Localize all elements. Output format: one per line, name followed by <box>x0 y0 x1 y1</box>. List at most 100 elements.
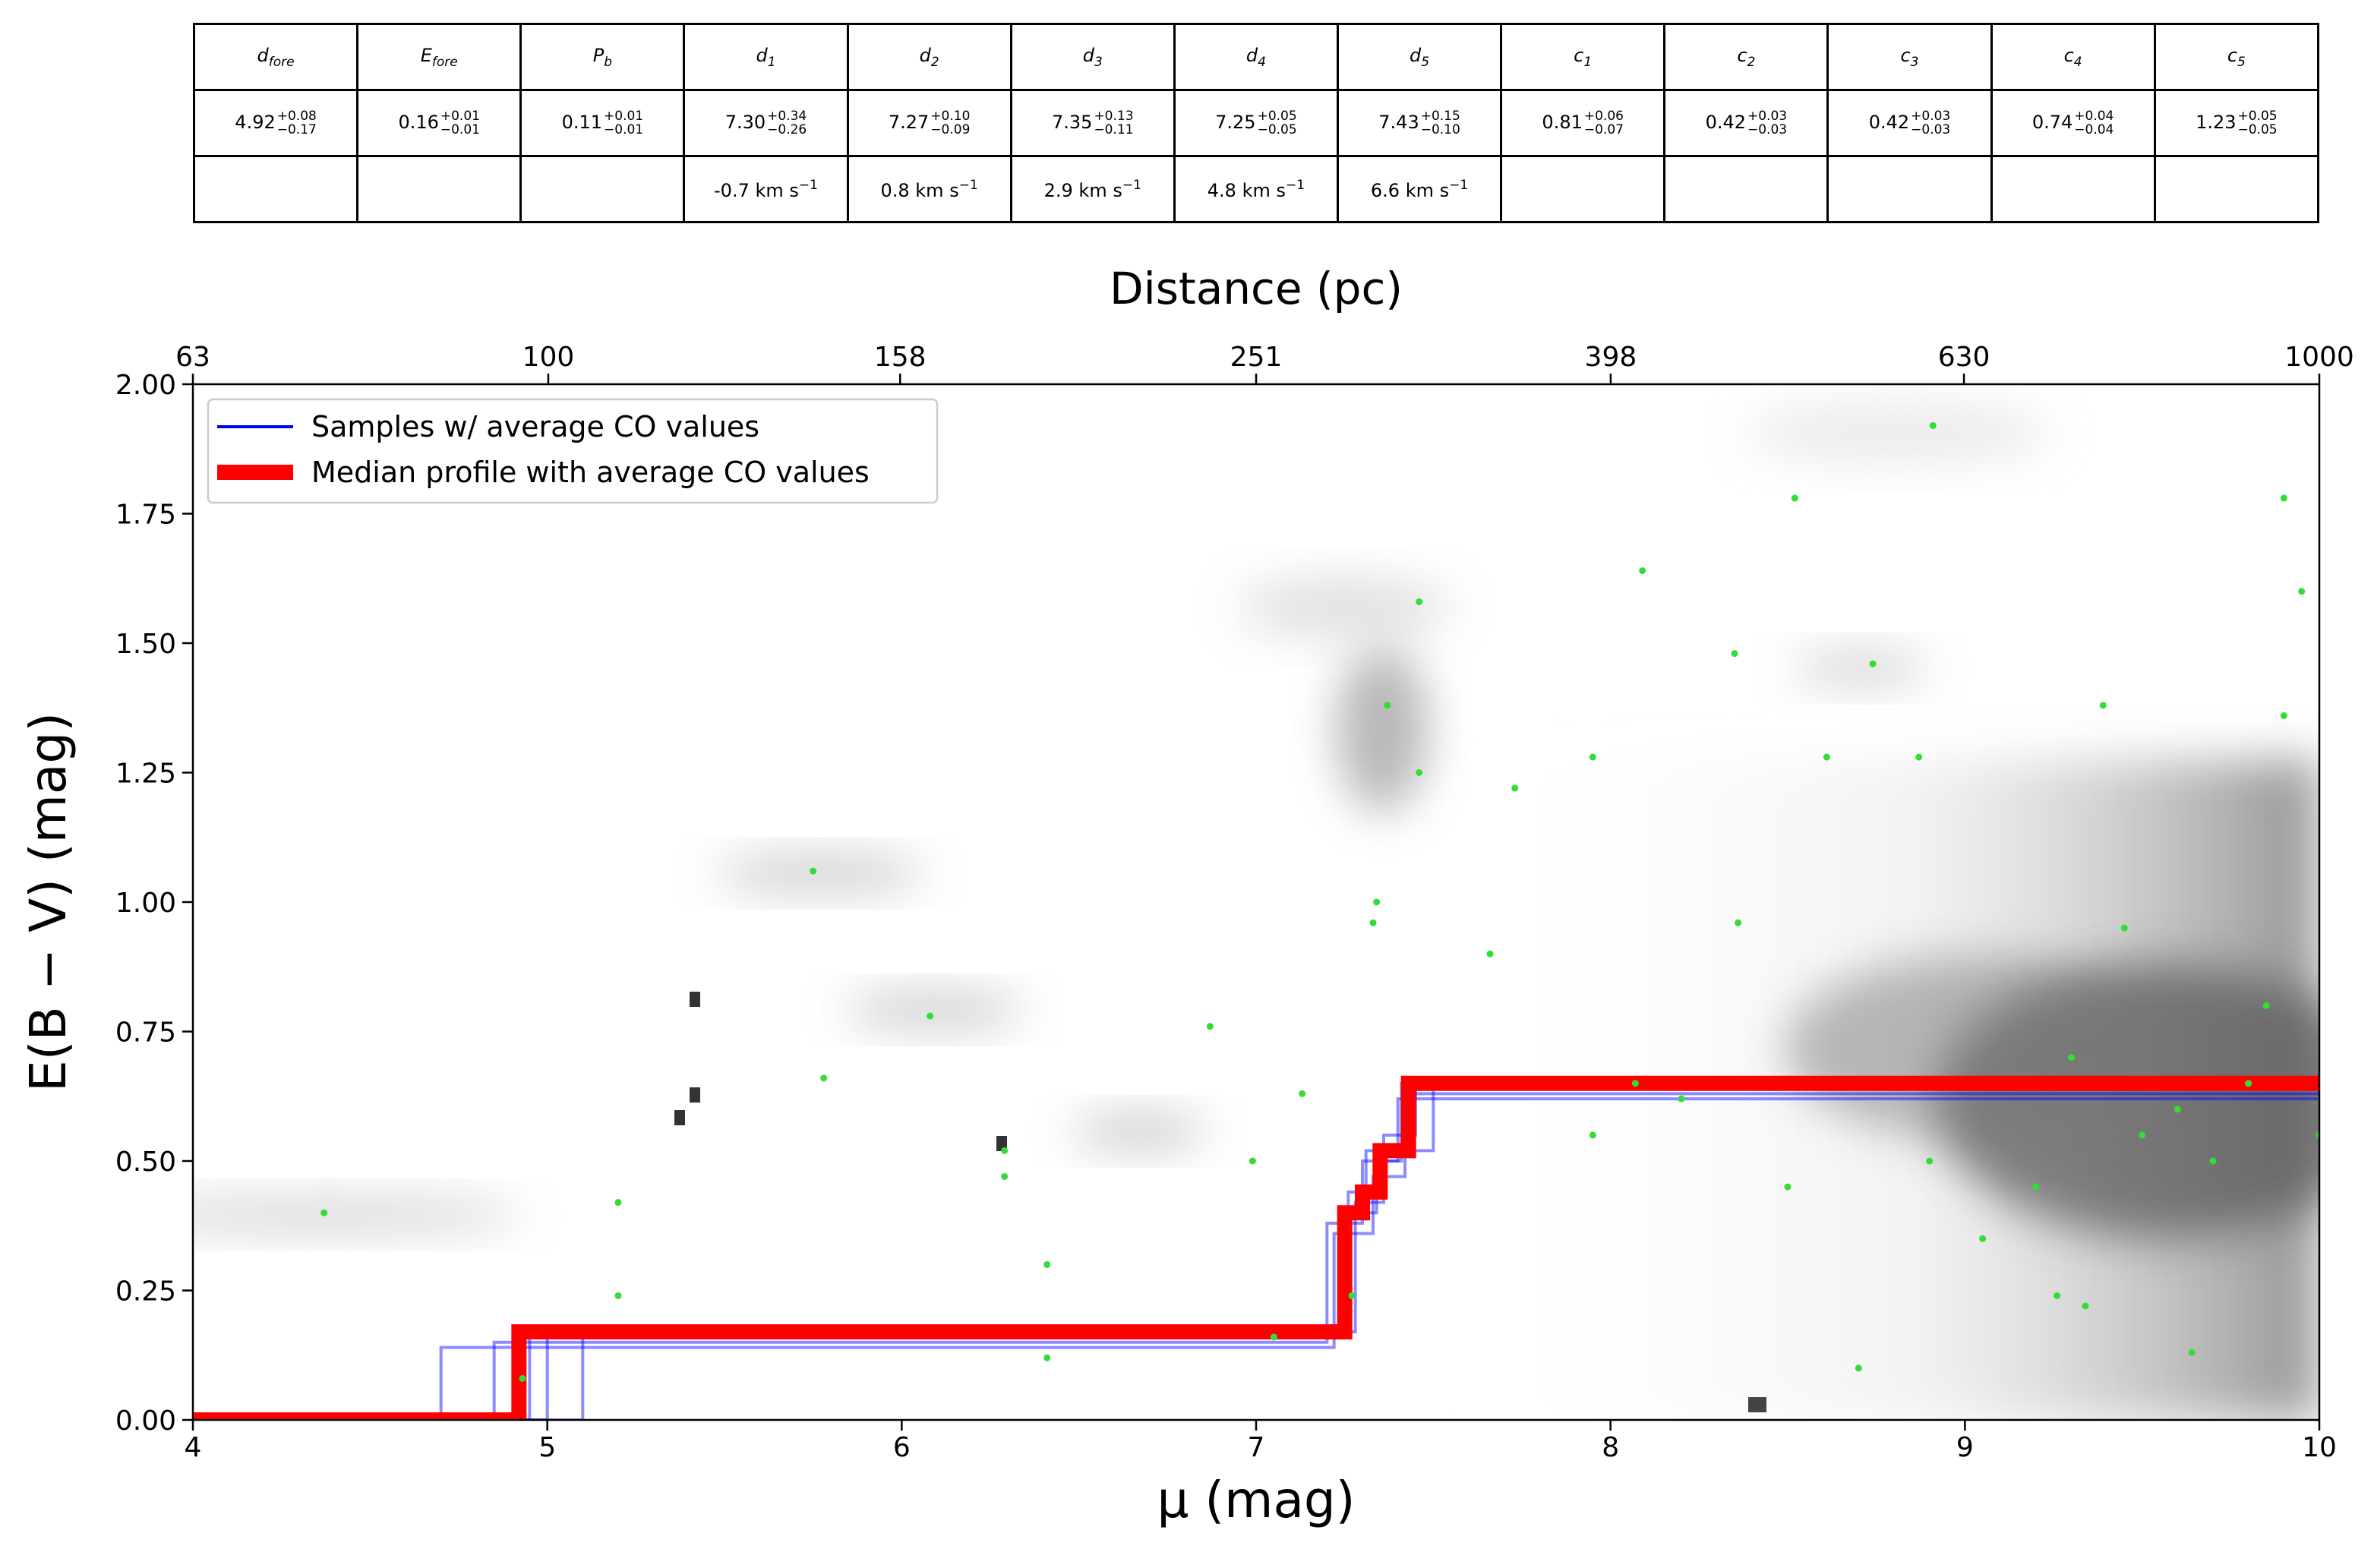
symbol: c <box>1900 44 1911 66</box>
header-cell: c5 <box>2153 23 2320 91</box>
symbol: E <box>420 44 432 66</box>
value: 0.42 <box>1705 112 1746 133</box>
value-cell: 7.30 +0.34 −0.26 <box>683 89 849 157</box>
velocity-row: -0.7 km s−1 0.8 km s−1 2.9 km s−1 4.8 km s−… <box>192 155 2320 223</box>
plus-error: +0.13 <box>1094 109 1134 124</box>
plus-error: +0.34 <box>767 109 807 124</box>
star-point <box>1348 1292 1356 1299</box>
value-cell: 0.42 +0.03 −0.03 <box>1826 89 1993 157</box>
x-tick-label: 6 <box>893 1432 911 1463</box>
symbol: c <box>1574 44 1584 66</box>
unit-exponent: −1 <box>958 177 978 193</box>
unit-exponent: −1 <box>1122 177 1141 193</box>
header-cell: c4 <box>1990 23 2156 91</box>
value: 0.42 <box>1868 112 1910 133</box>
minus-error: −0.03 <box>1747 122 1788 137</box>
x-tick-label: 5 <box>538 1432 556 1463</box>
star-point <box>2054 1292 2061 1299</box>
symbol: d <box>1082 44 1094 66</box>
velocity: 4.8 km s <box>1207 179 1286 201</box>
star-point <box>1784 1183 1792 1191</box>
x2-tick-label: 158 <box>874 342 927 373</box>
velocity-cell <box>1826 155 1993 223</box>
velocity: 0.8 km s <box>880 179 959 201</box>
x-tick-label: 4 <box>185 1432 202 1463</box>
minus-error: −0.17 <box>276 122 317 137</box>
y-tick-label: 1.25 <box>115 759 176 790</box>
star-point <box>1001 1147 1009 1154</box>
star-point <box>320 1209 328 1216</box>
subscript: 5 <box>2237 54 2246 70</box>
symbol: d <box>756 44 768 66</box>
header-cell: d1 <box>683 23 849 91</box>
star-point <box>1384 702 1391 709</box>
x2-tick-label: 251 <box>1230 342 1283 373</box>
y-tick-label: 1.75 <box>115 500 176 531</box>
subscript: fore <box>268 54 295 70</box>
minus-error: −0.05 <box>2237 122 2278 137</box>
errors: +0.06 −0.07 <box>1584 109 1624 137</box>
header-cell: c3 <box>1826 23 1993 91</box>
x2-tick-label: 63 <box>175 342 210 373</box>
x2-axis-title: Distance (pc) <box>1110 263 1403 314</box>
minus-error: −0.07 <box>1583 122 1624 137</box>
star-point <box>1270 1333 1277 1341</box>
plot-marks <box>193 422 2319 1420</box>
errors: +0.01 −0.01 <box>440 109 480 137</box>
x-tick-label: 9 <box>1956 1432 1974 1463</box>
value-cell: 0.11 +0.01 −0.01 <box>519 89 686 157</box>
minus-error: −0.03 <box>1911 122 1951 137</box>
header-cell: d4 <box>1173 23 1339 91</box>
value-cell: 0.81 +0.06 −0.07 <box>1500 89 1666 157</box>
star-point <box>1001 1172 1009 1180</box>
value: 4.92 <box>235 112 276 133</box>
star-point <box>2067 1054 2075 1062</box>
minus-error: −0.01 <box>440 122 480 137</box>
star-point <box>2245 1080 2252 1087</box>
value-cell: 4.92 +0.08 −0.17 <box>192 89 359 157</box>
star-point <box>2298 588 2306 595</box>
y-tick-label: 0.50 <box>115 1147 176 1178</box>
star-point <box>810 867 817 875</box>
star-point <box>2032 1183 2040 1191</box>
header-cell: d3 <box>1009 23 1176 91</box>
value: 7.30 <box>725 112 766 133</box>
subscript: 4 <box>2073 54 2082 70</box>
value-cell: 7.25 +0.05 −0.05 <box>1173 89 1339 157</box>
star-point <box>2280 711 2287 719</box>
star-point <box>1299 1090 1306 1097</box>
star-point <box>2262 1002 2270 1009</box>
header-cell: c1 <box>1500 23 1666 91</box>
star-point <box>820 1074 828 1082</box>
star-point <box>1639 567 1646 575</box>
star-point <box>1869 660 1877 667</box>
value-cell: 1.23 +0.05 −0.05 <box>2153 89 2320 157</box>
star-point <box>2280 494 2287 502</box>
symbol: d <box>1410 44 1422 66</box>
plus-error: +0.01 <box>604 109 644 124</box>
subscript: 1 <box>767 54 776 70</box>
velocity-cell <box>1500 155 1666 223</box>
star-point <box>614 1199 622 1207</box>
star-point <box>1416 769 1423 776</box>
subscript: fore <box>431 54 458 70</box>
subscript: 2 <box>930 54 939 70</box>
star-point <box>1416 598 1423 605</box>
star-point <box>1915 753 1923 761</box>
subscript: 5 <box>1421 54 1430 70</box>
velocity-cell: -0.7 km s−1 <box>683 155 849 223</box>
value: 7.35 <box>1052 112 1093 133</box>
star-point <box>1979 1235 1987 1242</box>
velocity-cell: 2.9 km s−1 <box>1009 155 1176 223</box>
symbol: P <box>592 44 605 66</box>
parameter-table: dfore Efore Pb d1 d2 d3 d4 d5 c1 c2 c3 c4 c5 4.92 +0.0… <box>192 23 2320 223</box>
minus-error: −0.04 <box>2074 122 2114 137</box>
plus-error: +0.05 <box>1257 109 1297 124</box>
x2-tick-label: 1000 <box>2284 342 2354 373</box>
errors: +0.08 −0.17 <box>277 109 317 137</box>
value: 7.43 <box>1378 112 1419 133</box>
header-cell: d2 <box>846 23 1012 91</box>
star-point <box>1926 1157 1934 1165</box>
star-point <box>2120 924 2128 932</box>
